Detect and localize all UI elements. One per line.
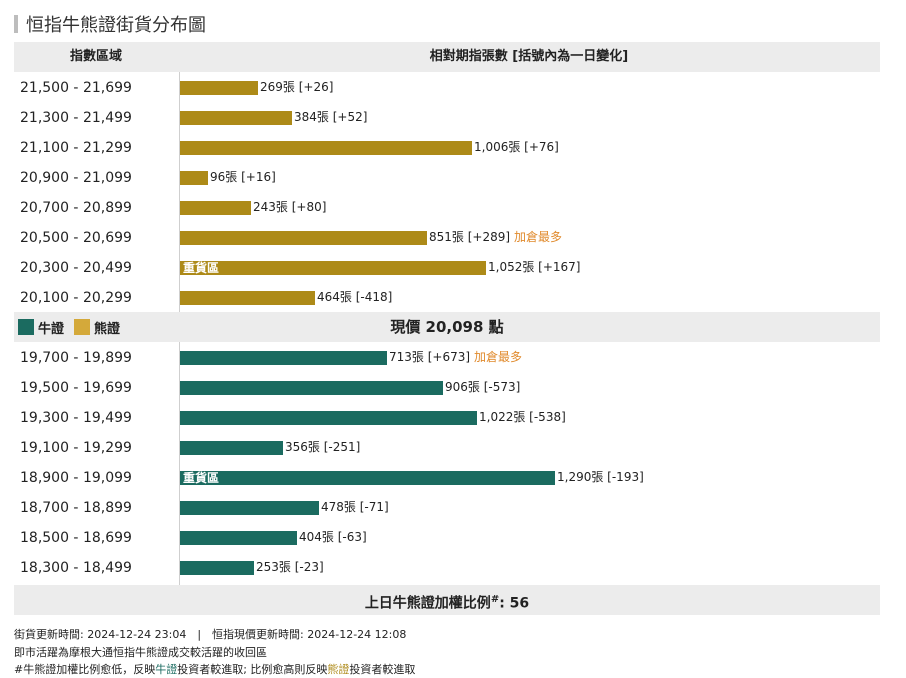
bear-bar	[180, 201, 251, 215]
bull-axis-line	[179, 342, 180, 585]
bear-bar-value: 384張 [+52]	[294, 110, 368, 124]
bear-range-label: 20,300 - 20,499	[20, 260, 132, 276]
bull-bar-value-label: 713張 [+673] 加倉最多	[389, 349, 522, 365]
bear-bar	[180, 141, 472, 155]
bear-range-label: 21,300 - 21,499	[20, 110, 132, 126]
legend-bear-swatch	[74, 319, 91, 335]
bear-bar	[180, 171, 208, 185]
bull-bar	[180, 531, 297, 545]
bear-range-label: 20,900 - 21,099	[20, 170, 132, 186]
bull-range-label: 19,500 - 19,699	[20, 380, 132, 396]
bull-bar-value: 253張 [-23]	[256, 560, 324, 574]
bull-bar	[180, 411, 477, 425]
bear-bar-value: 243張 [+80]	[253, 200, 327, 214]
bear-bar-value-label: 851張 [+289] 加倉最多	[429, 229, 562, 245]
bull-bar-value-label: 1,022張 [-538]	[479, 409, 566, 425]
ratio-prefix: 上日牛熊證加權比例	[364, 595, 491, 612]
ratio-row: 上日牛熊證加權比例#: 56	[14, 585, 880, 615]
bull-bar	[180, 381, 443, 395]
bear-bar-value-label: 243張 [+80]	[253, 199, 326, 215]
header-value-label: 相對期指張數 [括號內為一日變化]	[429, 49, 629, 64]
ratio-value: : 56	[499, 595, 530, 612]
bear-range-label: 20,500 - 20,699	[20, 230, 132, 246]
legend-bear: 熊證	[74, 318, 120, 337]
bear-bar-value: 269張 [+26]	[260, 80, 334, 94]
bull-bar	[180, 351, 387, 365]
bull-bar	[180, 501, 319, 515]
footer-note-active: 即市活躍為摩根大通恒指牛熊證成交較活躍的收回區	[14, 646, 267, 659]
bear-bar-value: 1,006張 [+76]	[474, 140, 559, 154]
bull-range-label: 19,700 - 19,899	[20, 350, 132, 366]
bear-bar-value-label: 384張 [+52]	[294, 109, 367, 125]
bull-range-label: 19,100 - 19,299	[20, 440, 132, 456]
bull-bar-value: 1,290張 [-193]	[557, 470, 644, 484]
bull-bar-value: 1,022張 [-538]	[479, 410, 566, 424]
bear-heavy-zone-label: 重貨區	[183, 261, 220, 275]
bear-bar-value: 1,052張 [+167]	[488, 260, 581, 274]
bear-bar-value-label: 269張 [+26]	[260, 79, 333, 95]
footer-note-bull: 牛證	[155, 663, 178, 676]
bull-range-label: 18,500 - 18,699	[20, 530, 132, 546]
legend: 牛證 熊證	[18, 312, 130, 342]
bull-bar-value-label: 906張 [-573]	[445, 379, 520, 395]
bear-bar	[180, 291, 315, 305]
bull-bar-value: 713張 [+673]	[389, 350, 471, 364]
title-accent-bar	[14, 15, 18, 33]
bear-bar	[180, 81, 258, 95]
legend-bull-label: 牛證	[38, 321, 65, 337]
header-range-label: 指數區域	[69, 49, 122, 64]
bull-range-label: 18,700 - 18,899	[20, 500, 132, 516]
bear-axis-line	[179, 72, 180, 312]
bull-bar	[180, 561, 254, 575]
bull-bar-value: 404張 [-63]	[299, 530, 367, 544]
bear-bar: 重貨區	[180, 261, 486, 275]
legend-bear-label: 熊證	[94, 321, 121, 337]
bull-bar-value-label: 253張 [-23]	[256, 559, 324, 575]
bear-bar-value: 464張 [-418]	[317, 290, 393, 304]
bear-bar-value-label: 1,052張 [+167]	[488, 259, 581, 275]
bull-bar-value-label: 1,290張 [-193]	[557, 469, 644, 485]
footer-update-times: 街貨更新時間: 2024-12-24 23:04 | 恒指現價更新時間: 202…	[14, 628, 407, 641]
bull-range-label: 19,300 - 19,499	[20, 410, 132, 426]
bull-bar-value: 906張 [-573]	[445, 380, 521, 394]
footer-note-c: 投資者較進取; 比例愈高則反映	[177, 663, 328, 676]
bull-bar-value-label: 356張 [-251]	[285, 439, 360, 455]
bull-bar-value-label: 404張 [-63]	[299, 529, 367, 545]
bear-bar-value: 851張 [+289]	[429, 230, 511, 244]
bear-bar-value-label: 96張 [+16]	[210, 169, 276, 185]
bear-range-label: 21,100 - 21,299	[20, 140, 132, 156]
bear-range-label: 20,100 - 20,299	[20, 290, 132, 306]
table-header: 指數區域 相對期指張數 [括號內為一日變化]	[14, 42, 880, 72]
bull-heavy-zone-label: 重貨區	[183, 471, 220, 485]
price-row: 現價 20,098 點 牛證 熊證	[14, 312, 880, 342]
title-block: 恒指牛熊證街貨分布圖	[14, 12, 206, 36]
current-price: 現價 20,098 點	[390, 318, 504, 336]
footer-note-bear: 熊證	[327, 663, 350, 676]
bear-bar	[180, 231, 427, 245]
bear-bar-value-label: 464張 [-418]	[317, 289, 392, 305]
legend-bull: 牛證	[18, 318, 64, 337]
bear-bar-value-label: 1,006張 [+76]	[474, 139, 559, 155]
bear-bar	[180, 111, 292, 125]
bull-bar-value: 478張 [-71]	[321, 500, 389, 514]
bear-top-add-tag: 加倉最多	[514, 230, 563, 244]
bull-bar-value: 356張 [-251]	[285, 440, 361, 454]
footer-note-e: 投資者較進取	[349, 663, 416, 676]
bull-bar-value-label: 478張 [-71]	[321, 499, 389, 515]
bull-bar: 重貨區	[180, 471, 555, 485]
bear-range-label: 21,500 - 21,699	[20, 80, 132, 96]
ratio-mark: #	[490, 594, 500, 605]
bear-range-label: 20,700 - 20,899	[20, 200, 132, 216]
bull-top-add-tag: 加倉最多	[474, 350, 523, 364]
bear-bar-value: 96張 [+16]	[210, 170, 276, 184]
bull-bar	[180, 441, 283, 455]
footer-note-ratio: #牛熊證加權比例愈低，反映牛證投資者較進取; 比例愈高則反映熊證投資者較進取	[14, 661, 415, 677]
bull-range-label: 18,300 - 18,499	[20, 560, 132, 576]
legend-bull-swatch	[18, 319, 34, 335]
page-title: 恒指牛熊證街貨分布圖	[26, 15, 206, 36]
footer-note-a: #牛熊證加權比例愈低，反映	[14, 663, 156, 676]
bull-range-label: 18,900 - 19,099	[20, 470, 132, 486]
